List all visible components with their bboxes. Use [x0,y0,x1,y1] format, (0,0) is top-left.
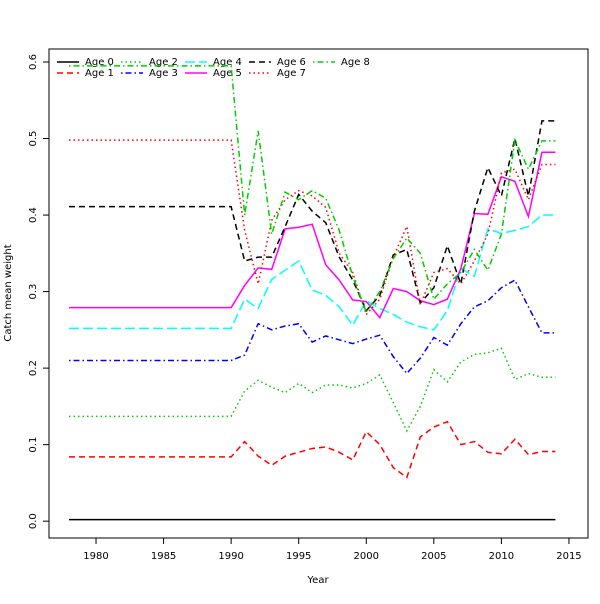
y-tick-label: 0.0 [28,513,39,529]
x-axis-label: Year [306,575,329,586]
x-tick-label: 2015 [556,551,581,562]
series-line [68,347,556,433]
legend-label: Age 7 [277,68,306,79]
legend-label: Age 4 [213,57,242,68]
x-tick-label: 1990 [218,551,243,562]
y-axis-label: Catch mean weight [3,244,14,341]
x-tick-label: 1980 [83,551,108,562]
legend-label: Age 0 [85,57,114,68]
series-line [68,420,556,479]
y-tick-label: 0.2 [28,360,39,376]
x-tick-label: 2000 [354,551,379,562]
legend-label: Age 5 [213,68,242,79]
series-line [68,279,556,375]
x-tick-label: 1995 [286,551,311,562]
x-tick-label: 2010 [489,551,514,562]
y-tick-label: 0.5 [28,131,39,147]
y-tick-label: 0.1 [28,437,39,453]
plot-frame [48,48,589,539]
series-line [68,151,556,319]
series-line [68,65,556,314]
x-tick-label: 1985 [151,551,176,562]
y-tick-label: 0.6 [28,54,39,70]
legend-label: Age 2 [149,57,178,68]
legend-label: Age 1 [85,68,114,79]
legend-label: Age 8 [341,57,370,68]
y-tick-label: 0.3 [28,284,39,300]
series-line [68,139,556,317]
series-line [68,120,556,313]
legend-label: Age 3 [149,68,178,79]
series-line [68,214,556,331]
y-tick-label: 0.4 [28,207,39,223]
x-tick-label: 2005 [421,551,446,562]
legend-label: Age 6 [277,57,306,68]
